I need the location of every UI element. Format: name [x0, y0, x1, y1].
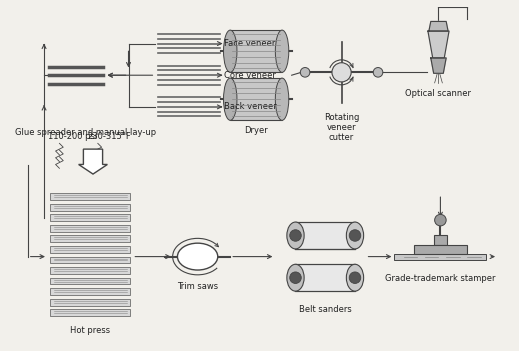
Text: Hot press: Hot press — [70, 326, 110, 335]
Text: Face veneer: Face veneer — [224, 39, 275, 48]
Circle shape — [373, 67, 383, 77]
Text: Belt sanders: Belt sanders — [299, 305, 351, 313]
Bar — [50, 236, 130, 242]
Bar — [50, 288, 130, 295]
Ellipse shape — [287, 222, 304, 249]
Bar — [50, 204, 130, 211]
Circle shape — [301, 67, 310, 77]
Circle shape — [349, 272, 361, 284]
Ellipse shape — [346, 264, 364, 291]
Bar — [50, 278, 130, 284]
Ellipse shape — [177, 243, 218, 270]
Text: Optical scanner: Optical scanner — [405, 89, 471, 98]
Circle shape — [349, 230, 361, 241]
Bar — [50, 193, 130, 200]
Bar — [50, 225, 130, 232]
Text: 110-200 psi: 110-200 psi — [48, 132, 98, 141]
Text: Glue spreader and manual lay-up: Glue spreader and manual lay-up — [15, 128, 156, 137]
Text: Grade-trademark stamper: Grade-trademark stamper — [385, 274, 496, 283]
Bar — [295, 264, 355, 291]
Circle shape — [332, 63, 351, 82]
Bar — [295, 222, 355, 249]
Text: Dryer: Dryer — [244, 126, 268, 135]
Bar — [50, 267, 130, 274]
Polygon shape — [428, 31, 449, 58]
Polygon shape — [431, 58, 446, 73]
Bar — [50, 309, 130, 316]
Bar — [50, 299, 130, 305]
FancyArrow shape — [78, 149, 107, 174]
Bar — [414, 245, 467, 254]
Ellipse shape — [287, 264, 304, 291]
Circle shape — [290, 272, 301, 284]
Ellipse shape — [224, 78, 237, 120]
Bar — [50, 246, 130, 253]
Polygon shape — [429, 21, 448, 31]
Text: Rotating
veneer
cutter: Rotating veneer cutter — [324, 113, 359, 143]
Bar — [50, 257, 130, 263]
Bar — [394, 254, 486, 260]
Text: 230-315°F: 230-315°F — [87, 132, 131, 141]
Text: Trim saws: Trim saws — [177, 282, 218, 291]
Text: Back veneer: Back veneer — [224, 102, 276, 111]
Bar — [230, 30, 282, 72]
Bar — [50, 214, 130, 221]
Bar — [434, 236, 447, 245]
Ellipse shape — [346, 222, 364, 249]
Bar — [230, 78, 282, 120]
Text: Core veneer: Core veneer — [224, 71, 276, 80]
Circle shape — [434, 214, 446, 226]
Ellipse shape — [276, 78, 289, 120]
Circle shape — [290, 230, 301, 241]
Ellipse shape — [276, 30, 289, 72]
Ellipse shape — [224, 30, 237, 72]
